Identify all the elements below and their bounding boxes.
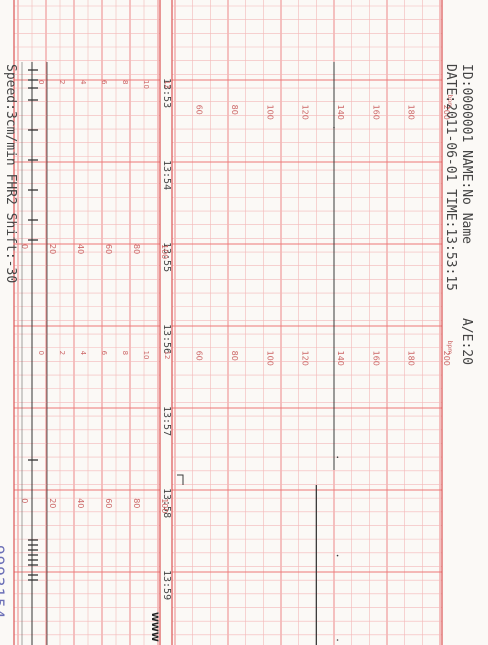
fhr-tick-label: 60: [195, 351, 204, 361]
toco-small-tick-label: 4: [79, 351, 87, 356]
chart-tick-labels: 13:5313:5413:5513:5613:5713:5813:59bpm20…: [20, 78, 453, 642]
toco-tick-label: 60: [104, 498, 113, 508]
toco-tick-label: 80: [132, 498, 141, 508]
time-tick-label: 13:57: [161, 406, 172, 436]
fhr-tick-label: 180: [407, 105, 416, 120]
toco-tick-label: 20: [48, 498, 57, 508]
toco-small-tick-label: 4: [79, 80, 87, 85]
fhr-tick-label: 100: [265, 351, 274, 366]
toco-small-tick-label: 6: [100, 351, 108, 356]
toco-small-tick-label: 2: [58, 351, 66, 355]
toco-small-tick-label: 10: [142, 351, 150, 360]
time-tick-label: 13:54: [161, 160, 172, 190]
fhr-tick-label: 120: [301, 351, 310, 366]
fhr-data-point: [333, 126, 335, 129]
time-tick-label: 13:56: [161, 324, 172, 354]
toco-tick-label: 60: [104, 244, 113, 254]
fhr-data-point: [336, 554, 339, 557]
toco-tick-label: 0: [20, 244, 29, 249]
fhr-data-point: [336, 639, 339, 641]
speed-shift-line: Speed:3cm/min FHR2 Shift:-30: [3, 64, 18, 284]
fhr-tick-label: 100: [265, 105, 274, 120]
time-tick-label: 13:53: [161, 78, 172, 108]
fhr-tick-label: 140: [336, 351, 345, 366]
toco-tick-label: 40: [76, 244, 85, 254]
serial-number: 9993154: [0, 545, 8, 620]
fhr-tick-label: 140: [336, 105, 345, 120]
toco-small-tick-label: 6: [100, 80, 108, 85]
date-time-line: DATE:2011-06-01 TIME:13:53:15: [443, 64, 458, 291]
chart-traces: [21, 62, 339, 645]
time-tick-label: 13:58: [161, 488, 172, 518]
toco-small-tick-label: 8: [121, 80, 129, 84]
fhr-tick-label: 60: [195, 105, 204, 115]
toco-tick-label: 40: [76, 498, 85, 508]
fhr-tick-label: 80: [230, 105, 239, 115]
fhr-tick-label: 120: [301, 105, 310, 120]
chart-grid: [13, 0, 443, 645]
fhr-tick-label: 200: [442, 105, 451, 120]
fhr-tick-label: 200: [442, 351, 451, 366]
toco-small-tick-label: 8: [121, 351, 129, 355]
toco-tick-label: 80: [132, 244, 141, 254]
time-tick-label: 13:59: [161, 570, 172, 600]
fhr-tick-label: 180: [407, 351, 416, 366]
fhr-tick-label: 160: [371, 351, 380, 366]
toco-tick-label: 100: [160, 244, 169, 259]
time-tick-label: 13:55: [161, 242, 172, 272]
toco-tick-label: 0: [20, 498, 29, 503]
toco-small-tick-label: 2: [58, 80, 66, 84]
fhr-start-marker: [177, 474, 184, 485]
toco-small-tick-label: 12: [163, 80, 171, 89]
toco-small-tick-label: 10: [142, 80, 150, 89]
fhr-unit-label: bpm: [446, 95, 453, 109]
fhr-unit-label: bpm: [446, 341, 453, 355]
ae-label: A/E:20: [459, 318, 474, 365]
toco-tick-label: 100: [160, 498, 169, 513]
patient-id-line: ID:0000001 NAME:No Name: [459, 64, 474, 245]
toco-small-tick-label: 0: [37, 351, 45, 355]
toco-tick-label: 20: [48, 244, 57, 254]
event-marker-label: WWW: [149, 612, 159, 642]
fhr-tick-label: 80: [230, 351, 239, 361]
fhr-tick-label: 160: [371, 105, 380, 120]
toco-small-tick-label: 12: [163, 351, 171, 360]
toco-small-tick-label: 0: [37, 80, 45, 84]
fhr-data-point: [336, 456, 339, 459]
